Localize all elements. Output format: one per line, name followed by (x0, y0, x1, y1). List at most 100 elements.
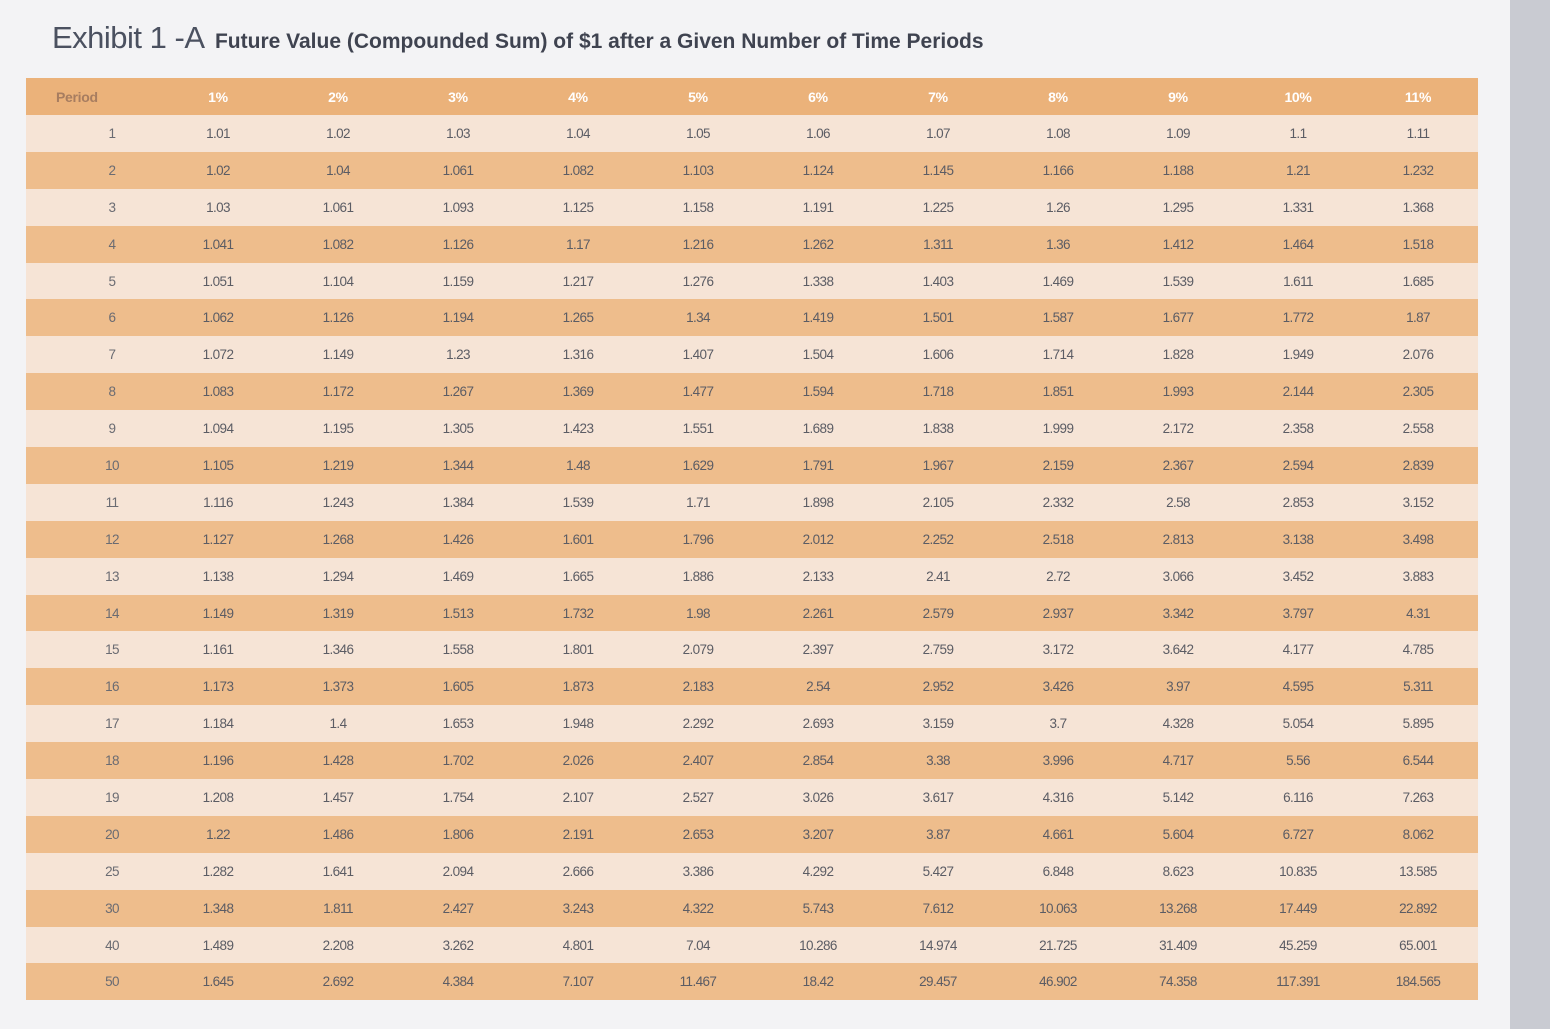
value-cell: 1.225 (922, 199, 954, 215)
value-cell: 1.732 (562, 605, 594, 621)
value-cell: 1.98 (686, 605, 710, 621)
value-cell: 1.09 (1166, 125, 1190, 141)
value-cell: 1.513 (442, 605, 474, 621)
value-cell: 1.469 (442, 568, 474, 584)
value-cell: 1.159 (442, 273, 474, 289)
value-cell: 1.103 (682, 162, 714, 178)
value-cell: 1.373 (322, 679, 354, 695)
value-cell: 1.265 (562, 310, 594, 326)
value-cell: 1.26 (1046, 199, 1070, 215)
value-cell: 1.477 (682, 384, 714, 400)
value-cell: 1.316 (562, 347, 594, 363)
value-cell: 2.58 (1166, 494, 1190, 510)
value-cell: 4.322 (682, 900, 714, 916)
period-cell: 15 (105, 642, 119, 658)
table-row: 5 1.051 1.104 1.159 1.217 1.276 1.338 1.403 1.46… (26, 262, 1478, 300)
value-cell: 1.606 (922, 347, 954, 363)
value-cell: 4.177 (1282, 642, 1314, 658)
value-cell: 1.082 (322, 236, 354, 252)
period-cell: 8 (108, 384, 117, 400)
value-cell: 1.426 (442, 531, 474, 547)
value-cell: 4.801 (562, 937, 594, 953)
period-cell: 13 (105, 568, 119, 584)
value-cell: 1.501 (922, 310, 954, 326)
value-cell: 1.464 (1282, 236, 1314, 252)
value-cell: 2.144 (1282, 384, 1314, 400)
value-cell: 2.358 (1282, 421, 1314, 437)
value-cell: 5.895 (1402, 716, 1434, 732)
value-cell: 3.797 (1282, 605, 1314, 621)
period-cell: 12 (105, 531, 119, 547)
value-cell: 184.565 (1395, 974, 1441, 990)
value-cell: 2.252 (922, 531, 954, 547)
value-cell: 4.292 (802, 863, 834, 879)
value-cell: 1.061 (322, 199, 354, 215)
value-cell: 1.407 (682, 347, 714, 363)
value-cell: 2.367 (1162, 457, 1194, 473)
value-cell: 5.427 (922, 863, 954, 879)
period-cell: 4 (108, 236, 117, 252)
value-cell: 1.587 (1042, 310, 1074, 326)
value-cell: 1.051 (202, 273, 234, 289)
period-cell: 19 (105, 789, 119, 805)
value-cell: 1.898 (802, 494, 834, 510)
value-cell: 1.457 (322, 789, 354, 805)
value-cell: 1.348 (202, 900, 234, 916)
value-cell: 1.665 (562, 568, 594, 584)
value-cell: 1.216 (682, 236, 714, 252)
table-body: 1 1.01 1.02 1.03 1.04 1.05 1.06 1.07 1.08 1.09 1.1… (26, 115, 1478, 1001)
value-cell: 2.208 (322, 937, 354, 953)
table-row: 19 1.208 1.457 1.754 2.107 2.527 3.026 3.617 4.3… (26, 779, 1478, 816)
value-cell: 1.161 (202, 642, 234, 658)
value-cell: 2.693 (802, 716, 834, 732)
value-cell: 1.601 (562, 531, 594, 547)
table-row: 15 1.161 1.346 1.558 1.801 2.079 2.397 2.759 3.1… (26, 631, 1478, 669)
value-cell: 11.467 (679, 974, 717, 990)
value-cell: 1.138 (202, 568, 234, 584)
value-cell: 1.967 (922, 457, 954, 473)
value-cell: 3.138 (1282, 531, 1314, 547)
value-cell: 1.689 (802, 421, 834, 437)
value-cell: 1.338 (802, 273, 834, 289)
period-cell: 5 (108, 273, 117, 289)
table-row: 30 1.348 1.811 2.427 3.243 4.322 5.743 7.612 10.… (26, 889, 1478, 927)
rate-header: 9% (1168, 88, 1188, 105)
period-cell: 3 (108, 199, 117, 215)
value-cell: 1.22 (206, 826, 230, 842)
value-cell: 3.386 (682, 863, 714, 879)
table-row: 4 1.041 1.082 1.126 1.17 1.216 1.262 1.311 1.36 1… (26, 225, 1478, 263)
value-cell: 3.159 (922, 716, 954, 732)
value-cell: 2.518 (1042, 531, 1074, 547)
value-cell: 18.42 (802, 974, 834, 990)
value-cell: 1.369 (562, 384, 594, 400)
rate-header: 7% (928, 88, 948, 105)
value-cell: 1.262 (802, 236, 834, 252)
value-cell: 7.612 (922, 900, 954, 916)
period-cell: 20 (105, 826, 119, 842)
value-cell: 1.412 (1162, 236, 1194, 252)
value-cell: 2.854 (802, 753, 834, 769)
value-cell: 5.743 (802, 900, 834, 916)
value-cell: 1.796 (682, 531, 714, 547)
value-cell: 10.063 (1039, 900, 1077, 916)
value-cell: 117.391 (1276, 974, 1320, 990)
table-header: Period 1% 2% 3% 4% 5% 6% 7% 8% 9% 10% 11% (26, 78, 1478, 115)
value-cell: 1.949 (1282, 347, 1314, 363)
value-cell: 3.996 (1042, 753, 1074, 769)
value-cell: 1.87 (1406, 310, 1430, 326)
rate-header: 1% (208, 88, 228, 105)
value-cell: 1.558 (442, 642, 474, 658)
value-cell: 1.094 (202, 421, 234, 437)
value-cell: 1.677 (1162, 310, 1194, 326)
future-value-table: Period 1% 2% 3% 4% 5% 6% 7% 8% 9% 10% 11% 1 1.01 1.02… (26, 78, 1478, 1001)
value-cell: 1.166 (1042, 162, 1074, 178)
value-cell: 1.873 (562, 679, 594, 695)
value-cell: 1.21 (1286, 162, 1310, 178)
value-cell: 2.853 (1282, 494, 1314, 510)
value-cell: 1.172 (322, 384, 354, 400)
value-cell: 1.07 (926, 125, 950, 141)
value-cell: 7.04 (686, 937, 710, 953)
table-row: 50 1.645 2.692 4.384 7.107 11.467 18.42 29.457 4… (26, 963, 1478, 1001)
value-cell: 1.772 (1282, 310, 1314, 326)
period-cell: 17 (105, 716, 119, 732)
